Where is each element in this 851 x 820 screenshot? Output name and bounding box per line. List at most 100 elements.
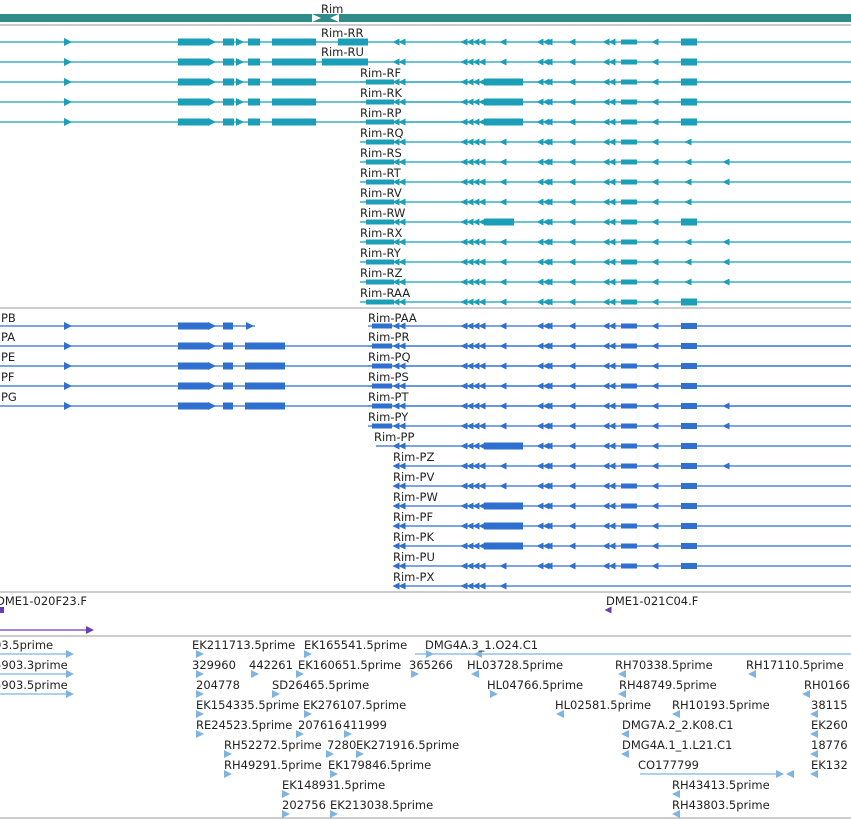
strand-arrow bbox=[536, 422, 544, 430]
est-label[interactable]: RH49291.5prime bbox=[224, 758, 322, 772]
strand-arrow bbox=[602, 402, 610, 410]
strand-arrow bbox=[466, 138, 474, 146]
est-label[interactable]: EK260 bbox=[811, 718, 848, 732]
transcript-label[interactable]: Rim-RP bbox=[360, 106, 402, 120]
transcript-label[interactable]: Rim-RU bbox=[321, 45, 364, 59]
clone-label[interactable]: DME1-021C04.F bbox=[606, 594, 699, 608]
strand-arrow bbox=[466, 58, 474, 66]
transcript-label[interactable]: Rim-RT bbox=[360, 166, 401, 180]
strand-arrow bbox=[478, 58, 486, 66]
transcript-label[interactable]: PA bbox=[1, 330, 16, 344]
strand-arrow bbox=[296, 670, 304, 678]
strand-arrow bbox=[608, 178, 616, 186]
est-label[interactable]: 365266 bbox=[409, 658, 453, 672]
est-label[interactable]: RH0166 bbox=[804, 678, 850, 692]
est-label[interactable]: RE24523.5prime bbox=[196, 718, 293, 732]
clone-label[interactable]: DME1-020F23.F bbox=[0, 594, 87, 608]
est-label[interactable]: SD26465.5prime bbox=[272, 678, 370, 692]
transcript-label[interactable]: Rim-PAA bbox=[368, 311, 417, 325]
est-label[interactable]: 18776 bbox=[811, 738, 848, 752]
transcript-label[interactable]: PF bbox=[1, 370, 15, 384]
strand-arrow bbox=[460, 442, 468, 450]
strand-arrow bbox=[460, 38, 468, 46]
est-label[interactable]: 204778 bbox=[196, 678, 240, 692]
transcript-label[interactable]: Rim-RZ bbox=[360, 266, 403, 280]
est-label[interactable]: 38115 bbox=[811, 698, 848, 712]
strand-arrow bbox=[608, 362, 616, 370]
transcript-label[interactable]: Rim-PS bbox=[368, 370, 409, 384]
transcript-label[interactable]: Rim-PW bbox=[393, 490, 438, 504]
transcript-label[interactable]: Rim-PV bbox=[393, 470, 435, 484]
est-label[interactable]: DMG7A.2_2.K08.C1 bbox=[622, 718, 734, 732]
est-label[interactable]: 5903.5prime bbox=[0, 678, 68, 692]
strand-arrow bbox=[536, 402, 544, 410]
transcript-label[interactable]: Rim-RX bbox=[360, 226, 403, 240]
est-label[interactable]: CO177799 bbox=[638, 758, 699, 772]
transcript-label[interactable]: Rim-PU bbox=[393, 550, 435, 564]
est-label[interactable]: EK165541.5prime bbox=[304, 638, 408, 652]
transcript-label[interactable]: Rim-PF bbox=[393, 510, 434, 524]
est-label[interactable]: EK179846.5prime bbox=[328, 758, 432, 772]
transcript-label[interactable]: Rim-PQ bbox=[368, 350, 411, 364]
est-label[interactable]: DMG4A.1_1.L21.C1 bbox=[622, 738, 733, 752]
transcript-label[interactable]: Rim-PY bbox=[368, 410, 409, 424]
est-label[interactable]: HL03728.5prime bbox=[467, 658, 564, 672]
est-label[interactable]: DMG4A.3_1.O24.C1 bbox=[425, 638, 539, 652]
strand-arrow bbox=[398, 582, 406, 590]
strand-arrow bbox=[460, 218, 468, 226]
transcript-label[interactable]: Rim-PR bbox=[368, 330, 410, 344]
transcript-label[interactable]: PE bbox=[1, 350, 16, 364]
transcript-label[interactable]: Rim-PZ bbox=[393, 450, 435, 464]
est-label[interactable]: 411999 bbox=[343, 718, 387, 732]
strand-arrow bbox=[545, 322, 553, 330]
transcript-label[interactable]: PG bbox=[1, 390, 17, 404]
est-label[interactable]: EK213038.5prime bbox=[330, 798, 434, 812]
transcript-label[interactable]: Rim-PX bbox=[393, 570, 435, 584]
est-label[interactable]: 03.5prime bbox=[0, 638, 54, 652]
strand-arrow bbox=[460, 342, 468, 350]
est-label[interactable]: EK276107.5prime bbox=[303, 698, 407, 712]
transcript-label[interactable]: Rim-PK bbox=[393, 530, 435, 544]
transcript-label[interactable]: Rim-RY bbox=[360, 246, 401, 260]
transcript-label[interactable]: Rim-RS bbox=[360, 146, 402, 160]
est-label[interactable]: EK211713.5prime bbox=[192, 638, 296, 652]
est-label[interactable]: 7280 bbox=[327, 738, 357, 752]
strand-arrow bbox=[398, 198, 406, 206]
transcript-label[interactable]: Rim-PP bbox=[374, 430, 415, 444]
exon-block bbox=[484, 78, 523, 86]
est-label[interactable]: RH43803.5prime bbox=[672, 798, 770, 812]
est-label[interactable]: 207616 bbox=[298, 718, 342, 732]
transcript-label[interactable]: PB bbox=[1, 311, 16, 325]
est-label[interactable]: 442261 bbox=[249, 658, 293, 672]
est-label[interactable]: RH48749.5prime bbox=[619, 678, 717, 692]
est-label[interactable]: EK271916.5prime bbox=[356, 738, 460, 752]
strand-arrow bbox=[651, 118, 659, 126]
transcript-label[interactable]: Rim-RAA bbox=[360, 286, 411, 300]
est-label[interactable]: HL02581.5prime bbox=[555, 698, 652, 712]
transcript-label[interactable]: Rim-RR bbox=[321, 26, 364, 40]
est-label[interactable]: RH43413.5prime bbox=[672, 778, 770, 792]
transcript-label[interactable]: Rim-RK bbox=[360, 86, 403, 100]
est-label[interactable]: 329960 bbox=[192, 658, 236, 672]
est-label[interactable]: EK154335.5prime bbox=[196, 698, 300, 712]
est-label[interactable]: RH10193.5prime bbox=[672, 698, 770, 712]
transcript-label[interactable]: Rim-RV bbox=[360, 186, 402, 200]
est-label[interactable]: RH70338.5prime bbox=[615, 658, 713, 672]
transcript-label[interactable]: Rim-RF bbox=[360, 66, 402, 80]
est-label[interactable]: RH17110.5prime bbox=[746, 658, 844, 672]
strand-arrow bbox=[556, 710, 564, 718]
transcript-label[interactable]: Rim-RQ bbox=[360, 126, 404, 140]
est-label[interactable]: HL04766.5prime bbox=[487, 678, 584, 692]
est-label[interactable]: 202756 bbox=[282, 798, 326, 812]
gene-label[interactable]: Rim bbox=[321, 2, 344, 16]
est-label[interactable]: RH52272.5prime bbox=[224, 738, 322, 752]
transcript-label[interactable]: Rim-PT bbox=[368, 390, 409, 404]
est-label[interactable]: EK132 bbox=[811, 758, 848, 772]
strand-arrow bbox=[472, 78, 480, 86]
strand-arrow bbox=[282, 810, 290, 818]
transcript-label[interactable]: Rim-RW bbox=[360, 206, 406, 220]
est-label[interactable]: EK148931.5prime bbox=[282, 778, 386, 792]
est-label[interactable]: EK160651.5prime bbox=[298, 658, 402, 672]
strand-arrow bbox=[499, 562, 507, 570]
est-label[interactable]: 5903.3prime bbox=[0, 658, 68, 672]
